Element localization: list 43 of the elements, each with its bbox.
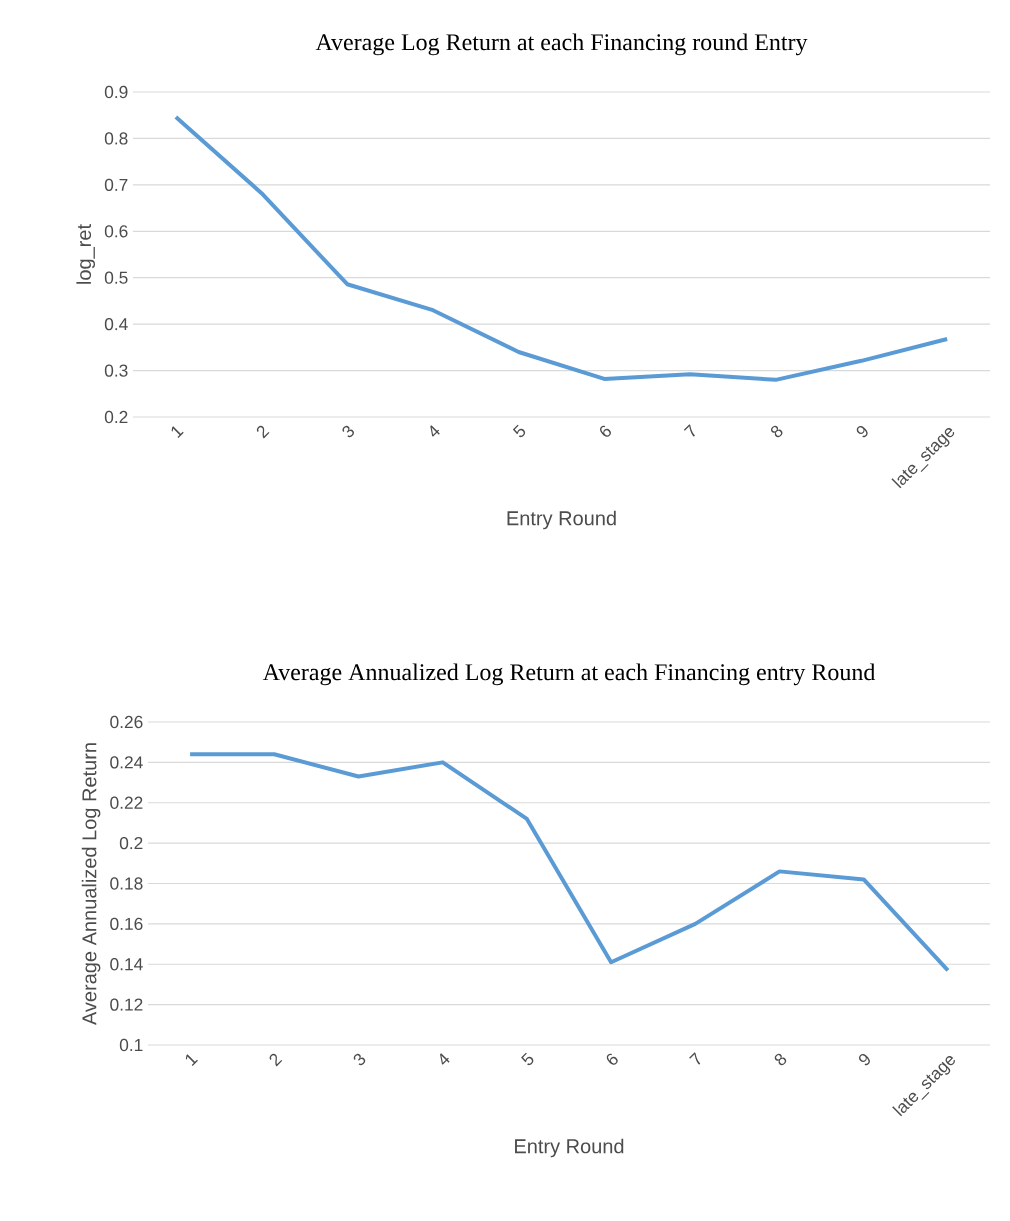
y-tick-label: 0.26 [110,715,143,729]
y-tick-label: 0.4 [104,318,128,331]
x-axis-title: Entry Round [515,1138,624,1158]
x-tick-label: 8 [774,1053,787,1066]
y-tick-label: 0.2 [119,836,143,850]
y-axis-title: Average Annualized Log Return [81,743,101,1026]
x-tick-label: 5 [521,1052,534,1066]
x-tick-label: 9 [858,1053,870,1066]
y-tick-label: 0.9 [104,85,128,99]
y-axis-title: log_ret [76,224,96,284]
x-tick-label: 8 [770,425,783,438]
y-tick-label: 0.1 [119,1038,143,1052]
x-tick-label: 2 [256,425,270,439]
y-tick-label: 0.18 [110,877,143,890]
y-tick-label: 0.5 [104,271,128,284]
x-tick-label: 3 [342,425,355,438]
y-tick-label: 0.3 [104,364,128,377]
x-tick-label: 6 [600,425,611,437]
x-tick-label: 6 [606,1053,618,1065]
x-tick-label: 3 [353,1053,366,1066]
x-tick-label: 4 [430,425,440,437]
y-tick-label: 0.12 [110,998,143,1011]
y-tick-label: 0.22 [110,796,143,809]
x-tick-label: 1 [171,426,184,438]
x-tick-label: 4 [440,1053,450,1065]
line-series [173,115,950,382]
x-tick-label: 1 [185,1054,198,1066]
y-tick-label: 0.24 [110,756,143,769]
x-axis-title: Entry Round [507,510,616,530]
x-tick-label: 9 [856,425,868,438]
y-tick-label: 0.2 [104,410,128,424]
x-tick-label: 7 [689,1052,701,1065]
x-tick-label: 2 [269,1053,283,1067]
y-tick-label: 0.14 [110,958,143,971]
x-tick-label: 5 [512,424,526,438]
chart-title: Average Log Return at each Financing round Entry [315,33,808,56]
y-tick-label: 0.8 [104,132,128,145]
y-tick-label: 0.7 [104,178,128,191]
y-tick-label: 0.6 [104,225,128,238]
x-tick-label: 7 [683,424,695,437]
chart-title: Average Annualized Log Return at each Financing entry Round [262,663,876,686]
y-tick-label: 0.16 [110,917,143,930]
line-series [188,752,950,973]
